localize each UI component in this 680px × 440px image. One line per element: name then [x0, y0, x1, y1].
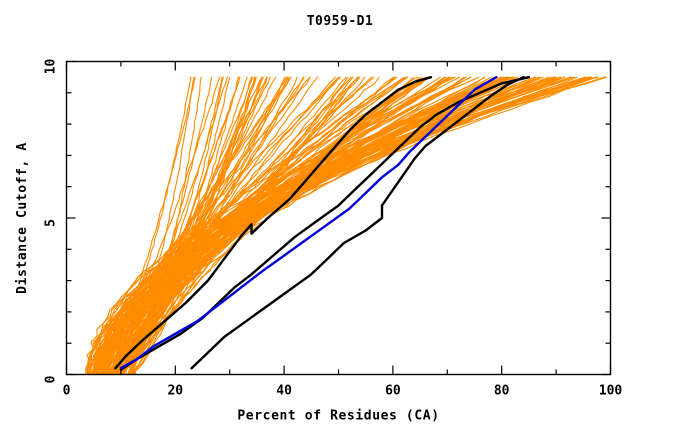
y-axis-title: Distance Cutoff, A: [15, 142, 30, 294]
x-tick-label: 100: [599, 384, 623, 399]
y-tick-label: 5: [44, 219, 59, 227]
chart-title: T0959-D1: [306, 14, 374, 29]
y-tick-label: 10: [44, 59, 59, 75]
x-tick-label: 20: [167, 384, 183, 399]
x-axis-title: Percent of Residues (CA): [237, 409, 439, 424]
axis-layer: [65, 60, 612, 376]
x-tick-label: 40: [276, 384, 292, 399]
x-tick-label: 60: [385, 384, 401, 399]
curve-layer: [85, 76, 608, 376]
y-tick-label: 0: [44, 375, 59, 383]
axis-label-layer: 0 20 40 60 80 100 0 5 10 Percent of Residues (CA)…: [15, 59, 622, 424]
x-tick-label: 80: [494, 384, 510, 399]
x-tick-label: 0: [63, 384, 71, 399]
